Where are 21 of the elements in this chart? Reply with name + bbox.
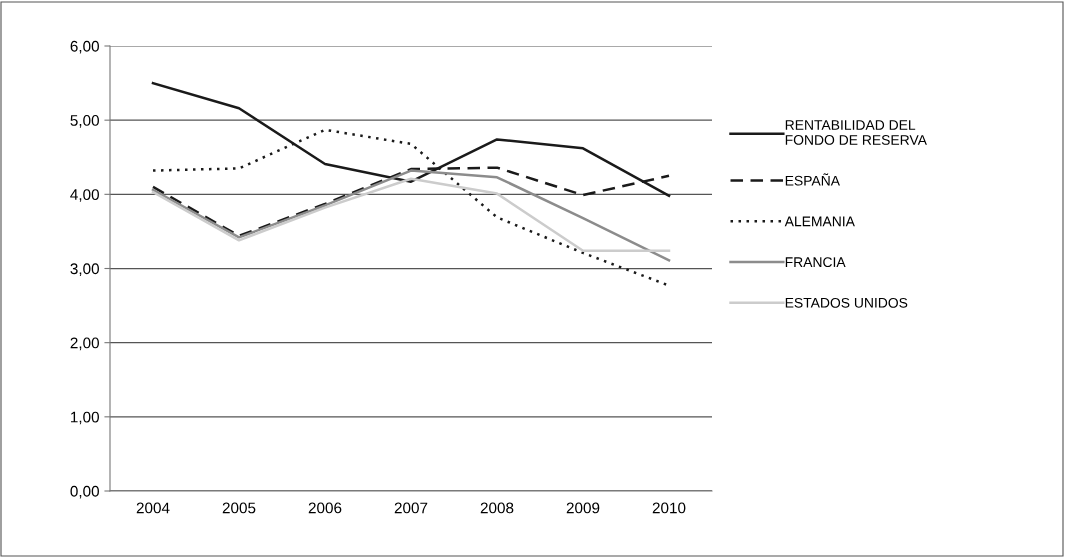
y-tick-label: 6,00 (70, 40, 99, 54)
y-tick-label: 5,00 (70, 115, 99, 128)
y-tick-label: 4,00 (70, 189, 99, 202)
x-tick-label: 2010 (652, 502, 686, 514)
y-tick-label: 3,00 (70, 263, 99, 276)
legend-label: ALEMANIA (784, 216, 855, 227)
x-tick-label: 2006 (308, 502, 342, 514)
line-series (151, 177, 671, 252)
x-tick-label: 2009 (566, 502, 600, 514)
y-tick-label: 0,00 (70, 485, 99, 499)
x-tick-label: 2004 (136, 502, 170, 514)
x-tick-label: 2007 (394, 502, 428, 514)
legend-label: FRANCIA (785, 257, 846, 268)
legend-label: ESPAÑA (785, 173, 840, 186)
line-series (151, 169, 671, 262)
x-tick-label: 2008 (480, 502, 514, 514)
legend-label: ESTADOS UNIDOS (785, 297, 908, 308)
y-tick-label: 1,00 (71, 411, 99, 425)
y-tick-label: 2,00 (70, 337, 99, 351)
x-tick-label: 2005 (222, 502, 256, 514)
legend-label: RENTABILIDAD DEL FONDO DE RESERVA (785, 120, 927, 145)
